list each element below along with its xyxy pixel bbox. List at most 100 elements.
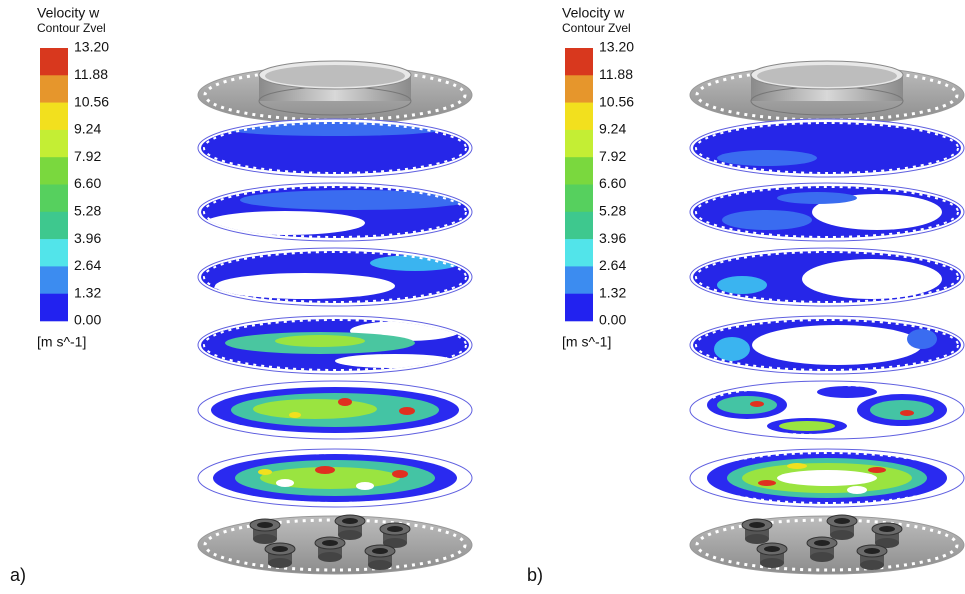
colorbar-band	[565, 129, 593, 158]
colorbar-band	[565, 75, 593, 103]
nozzle-hole	[322, 540, 338, 546]
colorbar-tick-label: 10.56	[599, 93, 634, 109]
colorbar-tick-label: 3.96	[74, 230, 101, 246]
nozzle-base	[253, 534, 277, 544]
nozzle-hole	[257, 522, 273, 528]
nozzle-hole	[272, 546, 288, 552]
colorbar-band	[40, 129, 68, 158]
hole-ring	[695, 384, 959, 436]
contour-region	[752, 325, 922, 365]
colorbar-tick-label: 3.96	[599, 230, 626, 246]
colorbar-band	[40, 157, 68, 185]
nozzle-base	[860, 560, 884, 570]
contour-region	[717, 396, 777, 414]
nozzle-hole	[864, 548, 880, 554]
hole-ring	[695, 186, 959, 238]
nozzle-base	[810, 552, 834, 562]
nozzle-hole	[814, 540, 830, 546]
cylinder-inner	[265, 65, 405, 87]
nozzle-hole	[387, 526, 403, 532]
nozzle-base	[760, 558, 784, 568]
hole-ring	[695, 319, 959, 371]
colorbar-tick-label: 7.92	[599, 148, 626, 164]
contour-region	[907, 329, 937, 349]
contour-region	[205, 211, 365, 235]
nozzle-base	[318, 552, 342, 562]
nozzle-hole	[834, 518, 850, 524]
slice-contour	[693, 319, 961, 371]
slice-contour	[693, 251, 961, 303]
hole-ring	[203, 319, 467, 371]
contour-region	[870, 400, 934, 420]
contour-region	[717, 276, 767, 294]
colorbar-tick-label: 11.88	[74, 66, 108, 82]
nozzle-base	[830, 530, 854, 540]
contour-region	[750, 401, 764, 407]
slice-contour	[201, 319, 469, 371]
hole-ring	[695, 452, 959, 504]
nozzle-base	[338, 530, 362, 540]
contour-region	[356, 482, 374, 490]
colorbar-tick-label: 0.00	[599, 312, 626, 328]
colorbar-tick-label: 6.60	[599, 175, 626, 191]
colorbar-band	[565, 157, 593, 185]
contour-region	[258, 469, 272, 475]
colorbar-tick-label: 1.32	[599, 284, 626, 300]
nozzle-hole	[764, 546, 780, 552]
legend-subtitle: Contour Zvel	[37, 21, 106, 35]
nozzle-base	[875, 538, 899, 548]
colorbar-band	[565, 102, 593, 131]
colorbar-band	[40, 184, 68, 213]
contour-region	[900, 410, 914, 416]
contour-region	[758, 480, 776, 486]
slice-contour	[201, 186, 469, 238]
colorbar-band	[40, 293, 68, 322]
colorbar-tick-label: 2.64	[74, 257, 101, 273]
colorbar-band	[40, 211, 68, 240]
colorbar-band	[40, 239, 68, 267]
hole-ring	[695, 251, 959, 303]
colorbar-tick-label: 9.24	[599, 121, 626, 137]
colorbar-tick-label: 9.24	[74, 121, 101, 137]
slice-base	[201, 122, 469, 174]
cylinder-inner	[757, 65, 897, 87]
hole-ring	[203, 384, 467, 436]
nozzle-base	[745, 534, 769, 544]
colorbar-band	[40, 75, 68, 103]
colorbar-tick-label: 7.92	[74, 148, 101, 164]
colorbar-band	[40, 48, 68, 76]
colorbar-tick-label: 11.88	[599, 66, 633, 82]
nozzle-hole	[372, 548, 388, 554]
contour-region	[777, 470, 877, 486]
colorbar-tick-label: 1.32	[74, 284, 101, 300]
slice-contour	[693, 122, 961, 174]
slice-contour	[201, 452, 469, 504]
colorbar-band	[565, 266, 593, 294]
contour-region	[315, 466, 335, 474]
contour-region	[215, 273, 395, 299]
hole-ring	[695, 122, 959, 174]
contour-region	[868, 467, 886, 473]
contour-region	[289, 412, 301, 418]
contour-region	[817, 386, 877, 398]
colorbar-tick-label: 13.20	[599, 39, 634, 55]
colorbar-band	[565, 293, 593, 322]
contour-region	[338, 398, 352, 406]
slice-contour	[693, 452, 961, 504]
contour-region	[777, 192, 857, 204]
contour-region	[802, 259, 942, 299]
slice-contour	[693, 186, 961, 238]
legend-title: Velocity w	[37, 5, 100, 21]
hole-ring	[203, 122, 467, 174]
contour-region	[399, 407, 415, 415]
contour-region	[392, 470, 408, 478]
contour-region	[847, 486, 867, 494]
colorbar-band	[565, 184, 593, 213]
colorbar-tick-label: 13.20	[74, 39, 109, 55]
legend-unit: [m s^-1]	[37, 334, 86, 350]
contour-region	[714, 337, 750, 361]
contour-region	[779, 421, 835, 431]
